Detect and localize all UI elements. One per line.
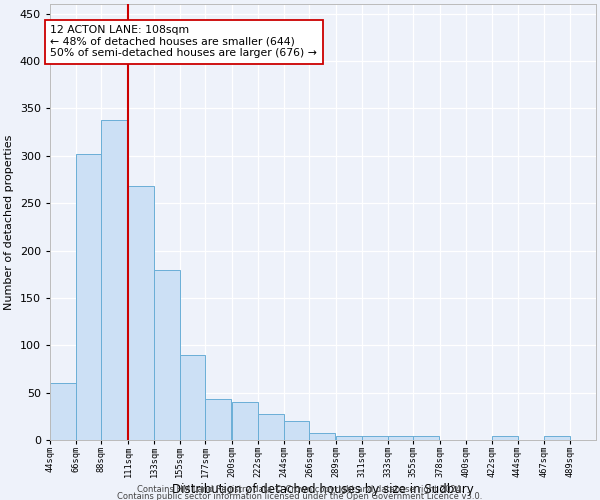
Text: Contains HM Land Registry data © Crown copyright and database right 2024.: Contains HM Land Registry data © Crown c…	[137, 485, 463, 494]
Bar	[310, 432, 335, 440]
Bar	[258, 414, 284, 440]
Bar	[413, 436, 439, 440]
Bar	[544, 436, 570, 440]
Bar	[128, 186, 154, 440]
Bar	[50, 384, 76, 440]
Bar	[284, 422, 310, 440]
Text: Contains public sector information licensed under the Open Government Licence v3: Contains public sector information licen…	[118, 492, 482, 500]
Bar	[101, 120, 127, 440]
Bar	[179, 355, 205, 440]
Bar	[388, 436, 413, 440]
Text: 12 ACTON LANE: 108sqm
← 48% of detached houses are smaller (644)
50% of semi-det: 12 ACTON LANE: 108sqm ← 48% of detached …	[50, 25, 317, 58]
Bar	[492, 436, 518, 440]
Bar	[154, 270, 179, 440]
Y-axis label: Number of detached properties: Number of detached properties	[4, 134, 14, 310]
Bar	[205, 398, 231, 440]
Bar	[362, 436, 388, 440]
Bar	[232, 402, 258, 440]
Bar	[336, 436, 362, 440]
X-axis label: Distribution of detached houses by size in Sudbury: Distribution of detached houses by size …	[172, 483, 474, 496]
Bar	[76, 154, 101, 440]
